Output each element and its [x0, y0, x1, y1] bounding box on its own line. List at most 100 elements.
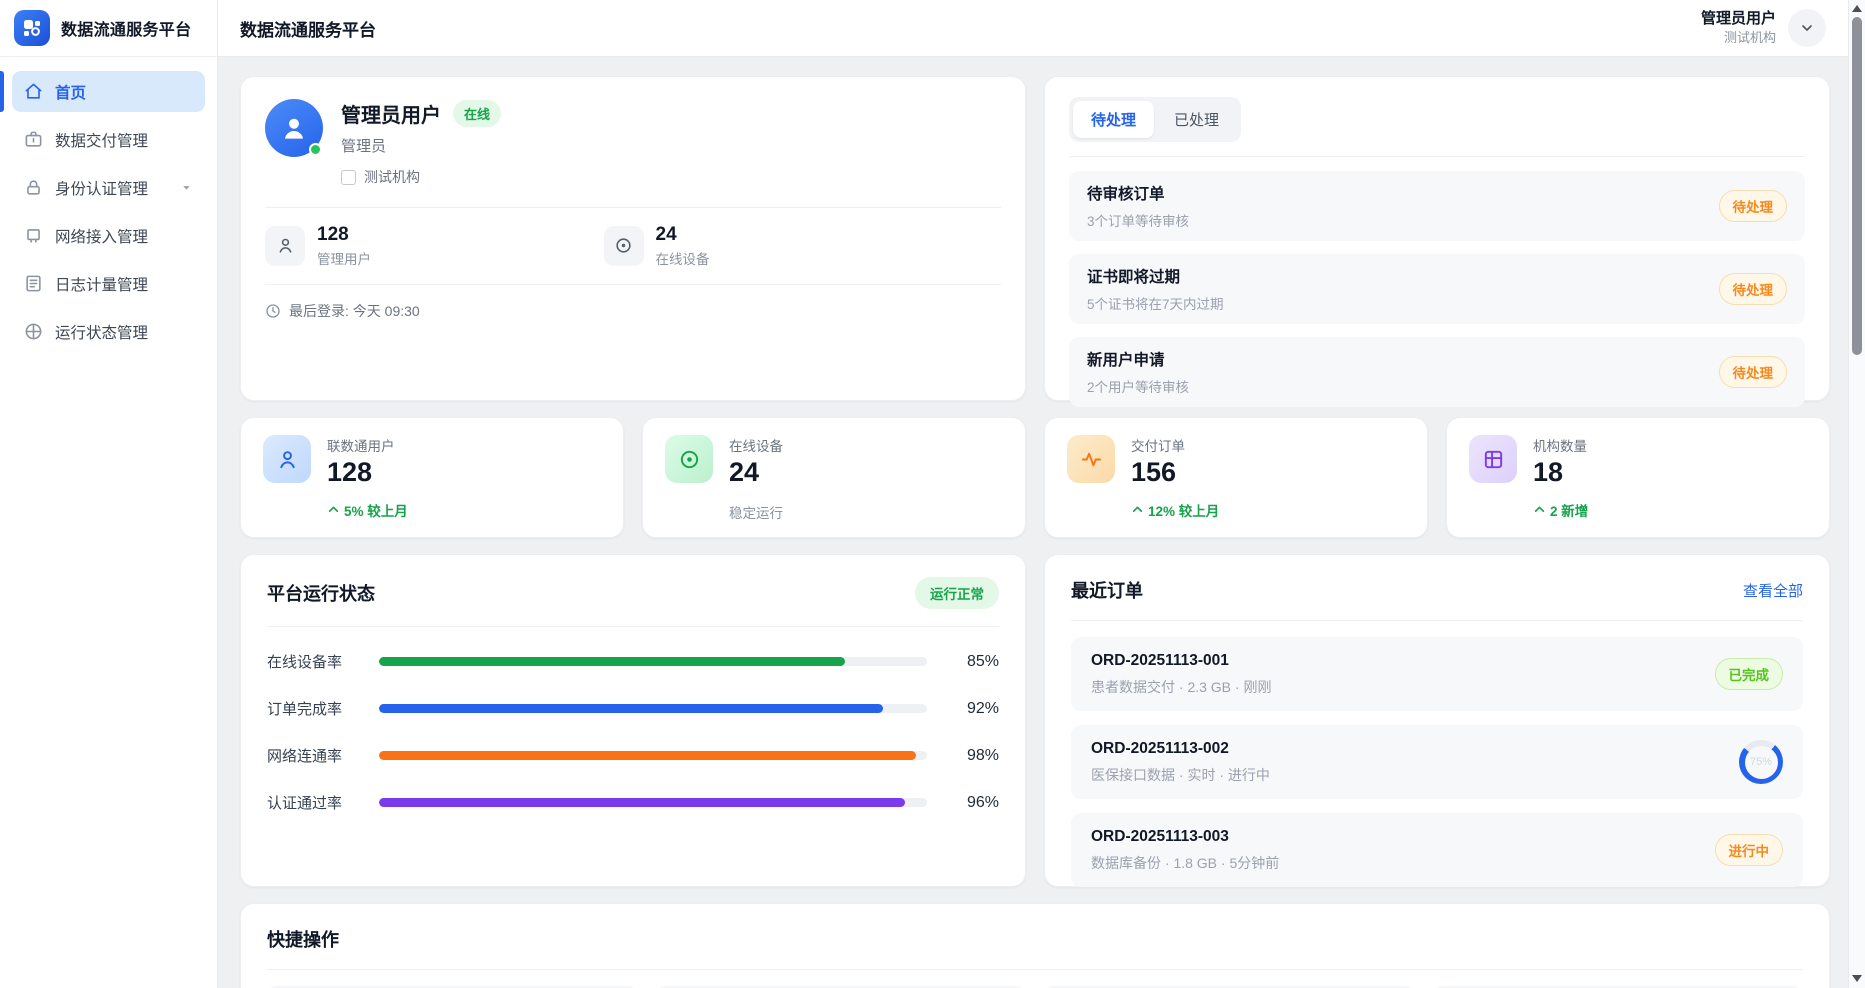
order-row[interactable]: ORD-20251113-001 患者数据交付 · 2.3 GB · 刚刚 已完… — [1071, 637, 1803, 711]
status-badge: 待处理 — [1718, 356, 1787, 388]
metric-row: 认证通过率 96% — [267, 793, 999, 813]
avatar — [265, 99, 323, 157]
order-row[interactable]: ORD-20251113-003 数据库备份 · 1.8 GB · 5分钟前 进… — [1071, 813, 1803, 887]
metric-row: 在线设备率 85% — [267, 652, 999, 672]
card-title: 平台运行状态 — [267, 584, 375, 604]
user-meta: 管理员用户 测试机构 — [1701, 9, 1776, 47]
progress-bar — [379, 704, 927, 713]
quick-action-placeholder[interactable] — [267, 986, 638, 988]
lock-icon — [24, 178, 43, 197]
pending-item-title: 待审核订单 — [1087, 186, 1165, 203]
user-org: 测试机构 — [1723, 30, 1776, 46]
stat-value: 128 — [317, 224, 349, 245]
stat-card-orders: 交付订单 156 12% 较上月 — [1044, 417, 1428, 538]
clock-icon — [265, 303, 281, 319]
pending-item-desc: 5个证书将在7天内过期 — [1087, 297, 1224, 312]
scroll-down-arrow[interactable] — [1852, 975, 1862, 982]
order-meta: 患者数据交付 · 2.3 GB · 刚刚 — [1091, 678, 1272, 695]
sidebar-item-home[interactable]: 首页 — [0, 71, 205, 112]
sidebar-item-log-metering[interactable]: 日志计量管理 — [12, 263, 205, 304]
globe-icon — [24, 322, 43, 341]
pending-item-desc: 3个订单等待审核 — [1087, 214, 1190, 229]
progress-bar — [379, 657, 927, 666]
profile-role: 管理员 — [341, 138, 387, 155]
sidebar-item-data-delivery[interactable]: 数据交付管理 — [12, 119, 205, 160]
metric-row: 订单完成率 92% — [267, 699, 999, 719]
last-login-text: 最后登录: 今天 09:30 — [289, 302, 420, 319]
order-id: ORD-20251113-001 — [1091, 651, 1229, 669]
chevron-down-icon[interactable] — [180, 181, 193, 194]
user-icon — [265, 225, 305, 266]
active-indicator — [0, 71, 4, 112]
scroll-up-arrow[interactable] — [1852, 5, 1862, 12]
tab-pending[interactable]: 待处理 — [1073, 101, 1155, 138]
stat-trend: 12% 较上月 — [1131, 500, 1219, 520]
status-badge: 运行正常 — [915, 577, 999, 609]
profile-name: 管理员用户 — [341, 105, 441, 127]
card-title: 快捷操作 — [267, 930, 339, 950]
quick-action-placeholder[interactable] — [1044, 986, 1415, 988]
pending-item[interactable]: 新用户申请 2个用户等待审核 待处理 — [1069, 337, 1805, 407]
sidebar-item-label: 网络接入管理 — [55, 228, 149, 246]
stat-value: 24 — [655, 224, 677, 245]
page-title: 数据流通服务平台 — [240, 20, 376, 40]
pending-item-title: 证书即将过期 — [1087, 269, 1181, 286]
stat-label: 管理用户 — [317, 251, 371, 267]
stat-label: 联数通用户 — [327, 439, 395, 454]
target-icon — [603, 225, 644, 266]
quick-action-placeholder[interactable] — [655, 986, 1026, 988]
order-meta: 医保接口数据 · 实时 · 进行中 — [1091, 766, 1270, 783]
stat-label: 交付订单 — [1131, 439, 1185, 454]
stat-note: 稳定运行 — [729, 505, 783, 521]
stat-card-users: 联数通用户 128 5% 较上月 — [240, 417, 624, 538]
profile-stat-devices: 24 在线设备 — [603, 224, 943, 268]
pending-item[interactable]: 待审核订单 3个订单等待审核 待处理 — [1069, 171, 1805, 241]
port-icon — [24, 226, 43, 245]
progress-bar — [379, 798, 927, 807]
app-logo-icon — [14, 10, 50, 46]
pending-card: 待处理 已处理 待审核订单 3个订单等待审核 待处理 证书即将过期 5个证书将在… — [1044, 76, 1830, 407]
quick-action-placeholder[interactable] — [1432, 986, 1803, 988]
metric-row: 网络连通率 98% — [267, 746, 999, 766]
divider — [265, 283, 1001, 285]
home-icon — [24, 82, 43, 101]
user-menu-button[interactable] — [1788, 9, 1826, 47]
stat-label: 在线设备 — [729, 439, 783, 454]
org-checkbox[interactable] — [341, 169, 356, 185]
status-badge: 进行中 — [1714, 834, 1783, 866]
stat-card-devices: 在线设备 24 稳定运行 — [642, 417, 1026, 538]
person-icon — [285, 118, 303, 139]
sidebar-item-identity-auth[interactable]: 身份认证管理 — [12, 167, 205, 208]
order-row[interactable]: ORD-20251113-002 医保接口数据 · 实时 · 进行中 75% — [1071, 725, 1803, 799]
scrollbar-thumb[interactable] — [1852, 17, 1862, 355]
order-meta: 数据库备份 · 1.8 GB · 5分钟前 — [1091, 854, 1280, 871]
brand: 数据流通服务平台 — [0, 0, 217, 57]
online-status-dot — [309, 143, 322, 156]
activity-icon — [1067, 435, 1115, 483]
user-name: 管理员用户 — [1700, 10, 1776, 28]
org-checkbox-label: 测试机构 — [364, 169, 420, 185]
tab-processed[interactable]: 已处理 — [1156, 101, 1237, 138]
order-id: ORD-20251113-002 — [1091, 739, 1229, 757]
document-icon — [24, 274, 43, 293]
sidebar-item-label: 身份认证管理 — [55, 180, 149, 198]
pending-tabs: 待处理 已处理 — [1069, 97, 1242, 142]
stat-value: 24 — [729, 457, 760, 487]
sidebar-item-label: 首页 — [55, 84, 87, 102]
status-badge: 待处理 — [1718, 190, 1787, 222]
divider — [267, 969, 1803, 970]
online-badge: 在线 — [453, 100, 502, 127]
profile-card: 管理员用户 在线 管理员 测试机构 128 — [240, 76, 1026, 401]
stat-label: 机构数量 — [1533, 439, 1587, 454]
view-all-link[interactable]: 查看全部 — [1742, 582, 1803, 600]
recent-orders-card: 最近订单 查看全部 ORD-20251113-001 患者数据交付 · 2.3 … — [1044, 554, 1830, 887]
pending-item[interactable]: 证书即将过期 5个证书将在7天内过期 待处理 — [1069, 254, 1805, 324]
stat-value: 18 — [1533, 457, 1564, 487]
sidebar-item-network-access[interactable]: 网络接入管理 — [12, 215, 205, 256]
trend-up-icon — [1131, 503, 1144, 516]
card-title: 最近订单 — [1071, 581, 1143, 601]
user-icon — [263, 435, 311, 483]
stat-label: 在线设备 — [655, 251, 710, 267]
sidebar-item-runtime-status[interactable]: 运行状态管理 — [12, 311, 205, 352]
stat-card-orgs: 机构数量 18 2 新增 — [1446, 417, 1830, 538]
